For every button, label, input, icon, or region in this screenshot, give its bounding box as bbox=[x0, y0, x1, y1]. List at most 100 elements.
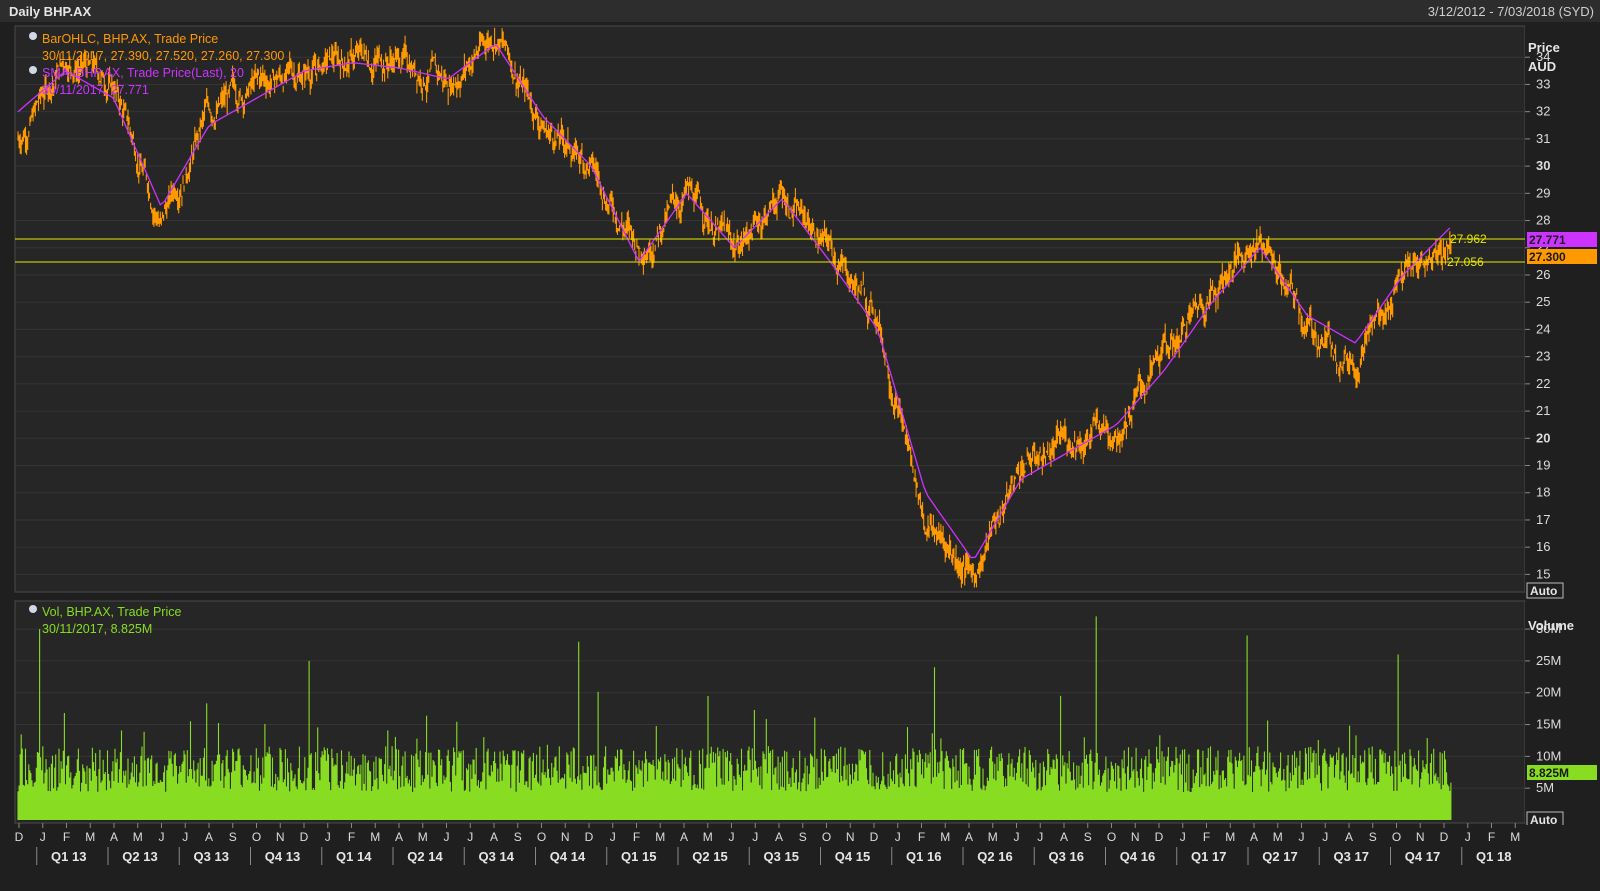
volume-auto-label: Auto bbox=[1530, 813, 1557, 827]
month-tick-label: D bbox=[870, 830, 879, 844]
month-tick-label: N bbox=[276, 830, 285, 844]
price-tick-label: 30 bbox=[1536, 158, 1550, 173]
hline-lower-label: 27.056 bbox=[1447, 255, 1484, 269]
month-tick-label: J bbox=[182, 830, 188, 844]
month-tick-label: D bbox=[15, 830, 24, 844]
quarter-tick-label: Q1 14 bbox=[336, 849, 372, 864]
price-tick-label: 26 bbox=[1536, 267, 1550, 282]
month-tick-label: J bbox=[159, 830, 165, 844]
sma-legend-values: 30/11/2017, 27.771 bbox=[42, 83, 149, 97]
price-tick-label: 33 bbox=[1536, 76, 1550, 91]
quarter-tick-label: Q4 16 bbox=[1120, 849, 1155, 864]
hline-upper-label: 27.962 bbox=[1450, 232, 1487, 246]
volume-bars bbox=[17, 616, 1452, 820]
quarter-tick-label: Q2 14 bbox=[407, 849, 443, 864]
date-range: 3/12/2012 - 7/03/2018 (SYD) bbox=[1428, 4, 1594, 19]
month-tick-label: F bbox=[633, 830, 640, 844]
month-tick-label: M bbox=[940, 830, 950, 844]
price-tick-label: 34 bbox=[1536, 49, 1550, 64]
ohlc-legend-label: BarOHLC, BHP.AX, Trade Price bbox=[42, 32, 218, 46]
quarter-tick-label: Q2 16 bbox=[977, 849, 1012, 864]
month-tick-label: A bbox=[205, 830, 213, 844]
month-tick-label: O bbox=[252, 830, 261, 844]
price-tick-label: 28 bbox=[1536, 213, 1550, 228]
quarter-tick-label: Q1 17 bbox=[1191, 849, 1226, 864]
volume-badge-text: 8.825M bbox=[1529, 766, 1569, 780]
quarter-tick-label: Q2 13 bbox=[122, 849, 157, 864]
month-tick-label: D bbox=[1440, 830, 1449, 844]
month-tick-label: S bbox=[229, 830, 237, 844]
month-tick-label: J bbox=[1299, 830, 1305, 844]
month-tick-label: J bbox=[1037, 830, 1043, 844]
volume-tick-label: 5M bbox=[1536, 780, 1554, 795]
quarter-tick-label: Q1 15 bbox=[621, 849, 656, 864]
month-tick-label: A bbox=[1345, 830, 1353, 844]
quarter-tick-label: Q1 13 bbox=[51, 849, 86, 864]
quarter-tick-label: Q3 17 bbox=[1334, 849, 1369, 864]
month-tick-label: J bbox=[729, 830, 735, 844]
month-tick-label: O bbox=[537, 830, 546, 844]
month-tick-label: M bbox=[703, 830, 713, 844]
month-tick-label: M bbox=[1225, 830, 1235, 844]
volume-legend-icon[interactable] bbox=[29, 605, 37, 613]
month-tick-label: M bbox=[133, 830, 143, 844]
ohlc-legend-icon[interactable] bbox=[29, 32, 37, 40]
month-tick-label: J bbox=[444, 830, 450, 844]
price-axis-unit: AUD bbox=[1528, 59, 1556, 74]
price-tick-label: 32 bbox=[1536, 104, 1550, 119]
volume-axis-title: Volume bbox=[1528, 618, 1574, 633]
price-tick-label: 23 bbox=[1536, 349, 1550, 364]
quarter-ticks: Q1 13 Q2 13 Q3 13 Q4 13 Q1 14 Q2 14 Q3 14 Q4 14… bbox=[36, 847, 1511, 865]
volume-legend-label: Vol, BHP.AX, Trade Price bbox=[42, 605, 181, 619]
quarter-tick-label: Q1 16 bbox=[906, 849, 941, 864]
price-tick-label: 20 bbox=[1536, 430, 1550, 445]
month-tick-label: J bbox=[895, 830, 901, 844]
volume-tick-label: 15M bbox=[1536, 717, 1561, 732]
month-tick-label: O bbox=[822, 830, 831, 844]
month-tick-label: A bbox=[1060, 830, 1068, 844]
month-tick-label: J bbox=[1014, 830, 1020, 844]
price-tick-label: 17 bbox=[1536, 512, 1550, 527]
month-tick-label: M bbox=[1510, 830, 1520, 844]
month-tick-label: M bbox=[85, 830, 95, 844]
volume-tick-label: 30M bbox=[1536, 621, 1561, 636]
volume-bar-series bbox=[17, 616, 1452, 820]
quarter-tick-label: Q1 18 bbox=[1476, 849, 1511, 864]
sma-legend-icon[interactable] bbox=[29, 66, 37, 74]
quarter-tick-label: Q2 17 bbox=[1262, 849, 1297, 864]
month-tick-label: J bbox=[325, 830, 331, 844]
month-tick-label: O bbox=[1392, 830, 1401, 844]
price-tick-label: 25 bbox=[1536, 294, 1550, 309]
volume-legend-values: 30/11/2017, 8.825M bbox=[42, 622, 152, 636]
price-auto-button[interactable] bbox=[1526, 582, 1564, 599]
month-tick-label: M bbox=[655, 830, 665, 844]
month-tick-label: A bbox=[965, 830, 973, 844]
price-tick-label: 15 bbox=[1536, 566, 1550, 581]
sma-badge bbox=[1527, 232, 1597, 247]
month-tick-label: M bbox=[418, 830, 428, 844]
month-tick-label: J bbox=[40, 830, 46, 844]
quarter-tick-label: Q4 17 bbox=[1405, 849, 1440, 864]
month-tick-label: J bbox=[610, 830, 616, 844]
month-tick-label: F bbox=[348, 830, 355, 844]
ohlc-legend-values: 30/11/2017, 27.390, 27.520, 27.260, 27.3… bbox=[42, 49, 284, 63]
month-tick-label: A bbox=[775, 830, 783, 844]
month-tick-label: D bbox=[1155, 830, 1164, 844]
sma-line bbox=[17, 44, 1451, 559]
month-tick-label: J bbox=[467, 830, 473, 844]
month-tick-label: J bbox=[1180, 830, 1186, 844]
quarter-tick-label: Q3 14 bbox=[479, 849, 515, 864]
volume-tick-label: 10M bbox=[1536, 748, 1561, 763]
price-tick-label: 21 bbox=[1536, 403, 1550, 418]
month-tick-label: D bbox=[300, 830, 309, 844]
month-tick-label: A bbox=[395, 830, 403, 844]
price-tick-label: 16 bbox=[1536, 539, 1550, 554]
month-tick-label: F bbox=[1488, 830, 1495, 844]
month-tick-label: J bbox=[1322, 830, 1328, 844]
price-tick-label: 29 bbox=[1536, 185, 1550, 200]
quarter-tick-label: Q3 15 bbox=[764, 849, 799, 864]
month-tick-label: N bbox=[846, 830, 855, 844]
price-tick-label: 31 bbox=[1536, 131, 1550, 146]
